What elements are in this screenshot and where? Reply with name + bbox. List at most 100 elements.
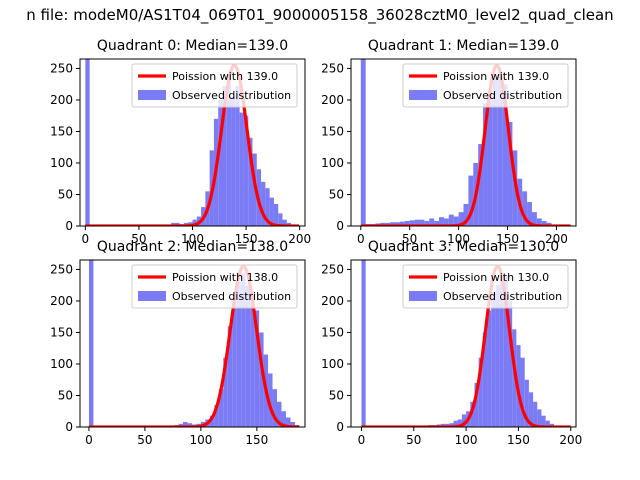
x-tick-label: 0 [358,433,366,447]
histogram-bar [218,389,224,427]
histogram-bar [443,218,449,226]
histogram-bar [235,86,240,226]
legend-label: Observed distribution [443,290,562,303]
histogram-bar [290,421,295,427]
y-tick-label: 0 [65,219,73,233]
histogram-bar [231,96,236,226]
histogram-bar [533,401,538,427]
histogram-bar [492,77,498,226]
histogram-bar [449,423,454,427]
histogram-bar [474,382,479,427]
x-tick-label: 100 [447,232,470,246]
y-tick-label: 150 [321,325,344,339]
legend-label: Poission with 139.0 [172,70,278,83]
poisson-curve [360,264,572,427]
y-tick-label: 50 [58,388,73,402]
x-tick-label: 100 [189,433,212,447]
histogram-series [361,260,559,427]
legend-bar-swatch [409,90,437,100]
axes-frame [79,259,306,428]
histogram-bar [502,84,508,226]
subplot-title: Quadrant 3: Median=130.0 [368,239,559,255]
y-tick-label: 0 [65,420,73,434]
histogram-bar [536,218,542,226]
histogram-bar [527,202,532,226]
subplot-quadrant-2: Quadrant 2: Median=138.0 0 50 100 150 0 50 100 1… [50,239,306,447]
histogram-bar [512,329,517,427]
y-tick-label: 100 [50,357,73,371]
x-tick-label: 150 [245,433,268,447]
histogram-bar [259,332,264,427]
histogram-bar [361,260,366,427]
y-tick-label: 200 [321,93,344,107]
subplot-grid: Quadrant 0: Median=139.0 0 50 100 150 200 0 50 1… [50,38,582,447]
x-tick-label: 150 [507,433,530,447]
histogram-bar [278,213,283,226]
histogram-bar [448,214,454,226]
x-tick-label: 50 [131,232,146,246]
histogram-bar [404,220,410,226]
histogram-bar [470,401,475,427]
histogram-bar [226,74,232,226]
y-tick-label: 50 [58,187,73,201]
subplot-quadrant-3: Quadrant 3: Median=130.0 0 50 100 150 200 0 50 1… [321,239,582,447]
histogram-bar [273,203,279,226]
histogram-bar [522,191,528,226]
y-tick-label: 100 [321,357,344,371]
histogram-bar [537,409,542,427]
legend-bar-swatch [409,291,437,301]
legend: Poission with 130.0 Observed distribution [402,264,569,309]
histogram-bar [545,420,550,427]
legend: Poission with 138.0 Observed distribution [131,264,298,309]
histogram-bar [458,212,464,226]
histogram-bar [268,373,273,427]
x-tick-label: 150 [235,232,258,246]
plot-area [360,260,572,427]
histogram-bar [457,419,462,427]
histogram-bar [487,310,492,427]
plot-area [84,59,301,226]
y-tick-label: 200 [50,93,73,107]
y-tick-label: 100 [321,156,344,170]
histogram-bar [272,389,278,427]
legend-label: Poission with 130.0 [443,271,549,284]
histogram-bar [243,115,249,226]
legend-label: Observed distribution [172,89,291,102]
histogram-bar [232,300,237,427]
histogram-bar [429,218,435,226]
y-tick-label: 100 [50,156,73,170]
poisson-curve [84,63,301,226]
x-tick-label: 200 [559,433,582,447]
x-tick-label: 100 [455,433,478,447]
y-tick-label: 250 [321,61,344,75]
histogram-bar [487,90,493,226]
histogram-bar [497,74,503,226]
histogram-bar [236,282,242,427]
poisson-curve [359,63,572,226]
legend-label: Observed distribution [172,290,291,303]
histogram-bar [499,278,504,427]
histogram-bar [214,404,219,427]
histogram-bar [209,415,215,427]
histogram-bar [414,219,420,226]
legend-box [402,63,569,108]
histogram-bar [395,222,400,226]
histogram-bar [463,203,469,226]
x-tick-label: 50 [406,433,421,447]
legend-label: Observed distribution [443,89,562,102]
x-tick-label: 150 [496,232,519,246]
legend-box [131,63,298,108]
x-tick-label: 50 [402,232,417,246]
histogram-bar [507,122,513,226]
x-tick-label: 0 [357,232,365,246]
histogram-bar [222,86,227,226]
y-tick-label: 200 [321,294,344,308]
histogram-bar [218,99,223,226]
histogram-bar [531,212,537,226]
histogram-bar [360,59,366,226]
histogram-bar [453,216,459,226]
histogram-bar [495,285,500,427]
legend-box [131,264,298,309]
histogram-bar [424,220,430,226]
histogram-bar [277,401,282,427]
